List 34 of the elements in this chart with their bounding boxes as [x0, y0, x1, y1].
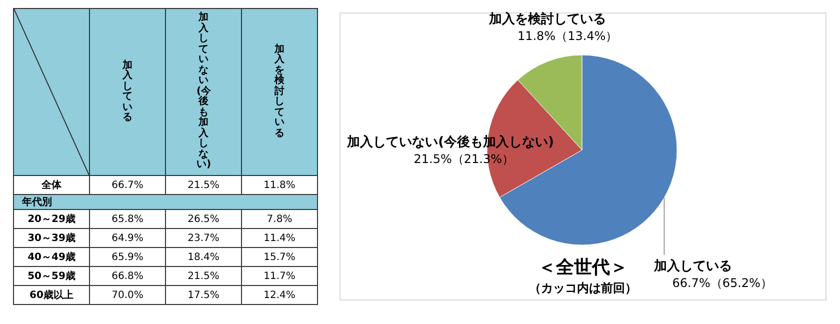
data-label: 15.7%	[242, 248, 318, 266]
data-label: 18.4%	[166, 248, 242, 266]
data-label: 7.8%	[242, 210, 318, 228]
category-label: 20～29歳	[14, 210, 90, 228]
data-label: 11.4%	[242, 228, 318, 248]
text: 加入している	[122, 60, 134, 124]
data-label: 70.0%	[90, 286, 166, 304]
text: ＜全世代＞	[538, 257, 628, 278]
text: （カッコ内は前回）	[529, 281, 637, 295]
data-label: 65.8%	[90, 210, 166, 228]
category-label: 60歳以上	[14, 286, 90, 304]
data-label: 65.9%	[90, 248, 166, 266]
category-label: 40～49歳	[14, 248, 90, 266]
data-label: 11.7%	[242, 266, 318, 286]
data-label: 64.9%	[90, 228, 166, 248]
data-label: 26.5%	[166, 210, 242, 228]
slice-label: 加入している	[653, 258, 732, 274]
data-label: 21.5%	[166, 266, 242, 286]
data-label: 66.7%	[90, 176, 166, 194]
category-label: 年代別	[14, 194, 318, 210]
text: 加入を検討している	[274, 44, 284, 139]
data-label: 21.5%	[166, 176, 242, 194]
data-label: 23.7%	[166, 228, 242, 248]
data-label: 66.7%（65.2%）	[672, 276, 772, 290]
category-label: 50～59歳	[14, 266, 90, 286]
slice-label: 加入を検討している	[488, 11, 606, 27]
data-label: 12.4%	[242, 286, 318, 304]
data-label: 17.5%	[166, 286, 242, 304]
data-label: 66.8%	[90, 266, 166, 286]
data-label: 11.8%（13.4%）	[517, 29, 618, 43]
data-label: 11.8%	[242, 176, 318, 194]
category-label: 全体	[14, 176, 90, 194]
category-label: 30～39歳	[14, 228, 90, 248]
text: 加入していない(今後も加入しない)	[196, 12, 212, 170]
